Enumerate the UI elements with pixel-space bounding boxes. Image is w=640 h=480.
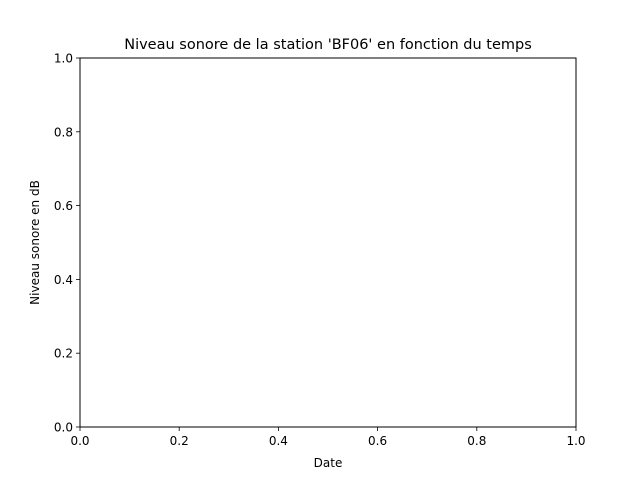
y-tick-label: 0.8 xyxy=(54,125,73,139)
y-axis-ticks: 0.0 0.2 0.4 0.6 0.8 1.0 xyxy=(54,52,80,435)
x-tick-label: 0.4 xyxy=(269,434,288,448)
x-tick-label: 0.0 xyxy=(70,434,89,448)
x-axis-ticks: 0.0 0.2 0.4 0.6 0.8 1.0 xyxy=(70,427,586,448)
y-axis-label: Niveau sonore en dB xyxy=(28,180,42,305)
plot-frame xyxy=(79,57,577,428)
x-tick-label: 1.0 xyxy=(566,434,585,448)
x-axis-label: Date xyxy=(314,456,343,470)
x-tick-label: 0.8 xyxy=(467,434,486,448)
y-tick-label: 0.6 xyxy=(54,199,73,213)
y-tick-label: 0.0 xyxy=(54,421,73,435)
y-tick-label: 0.4 xyxy=(54,273,73,287)
x-tick-label: 0.6 xyxy=(368,434,387,448)
chart-title: Niveau sonore de la station 'BF06' en fo… xyxy=(124,37,532,53)
y-tick-label: 1.0 xyxy=(54,52,73,66)
y-tick-label: 0.2 xyxy=(54,347,73,361)
x-tick-label: 0.2 xyxy=(170,434,189,448)
plot-area xyxy=(80,58,576,427)
